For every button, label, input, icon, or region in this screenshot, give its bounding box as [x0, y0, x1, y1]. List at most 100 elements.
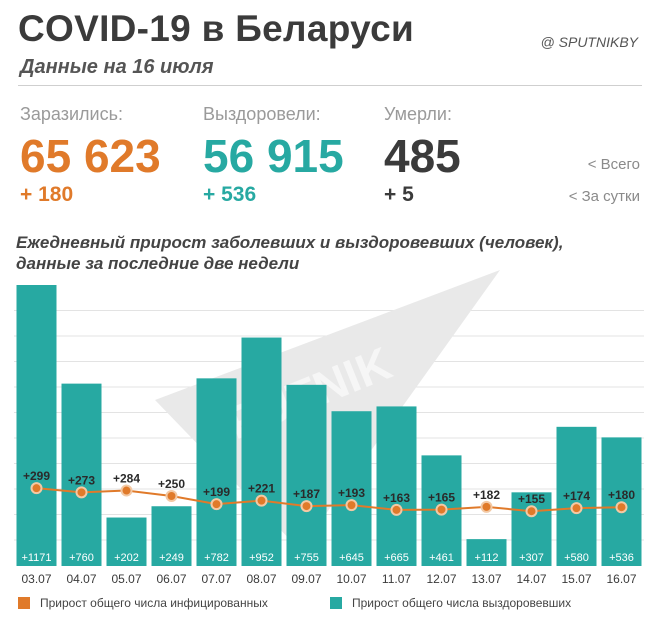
stat-infected-total: 65 623	[20, 130, 161, 182]
point-infected-05.07	[120, 484, 133, 497]
x-tick-09.07: 09.07	[291, 572, 321, 586]
x-tick-10.07: 10.07	[336, 572, 366, 586]
bar-label-03.07: +1171	[21, 552, 51, 564]
x-tick-13.07: 13.07	[471, 572, 501, 586]
point-label-08.07: +221	[248, 482, 275, 496]
chart-bars	[16, 285, 642, 566]
point-infected-07.07	[210, 498, 223, 511]
bar-label-06.07: +249	[159, 552, 184, 564]
bar-recovered-11.07	[376, 406, 417, 566]
point-label-06.07: +250	[158, 477, 185, 491]
point-infected-11.07	[390, 503, 403, 516]
chart-x-ticks: 03.07 04.07 05.07 06.07 07.07 08.07 09.07 10.07…	[21, 572, 636, 586]
x-tick-16.07: 16.07	[606, 572, 636, 586]
point-infected-16.07	[615, 501, 628, 514]
point-infected-10.07	[345, 499, 358, 512]
bar-label-16.07: +536	[609, 552, 634, 564]
point-infected-09.07	[300, 500, 313, 513]
chart-title-line-2: данные за последние две недели	[16, 254, 300, 273]
point-label-11.07: +163	[383, 491, 410, 505]
x-tick-08.07: 08.07	[246, 572, 276, 586]
chart-title-line-1: Ежедневный прирост заболевших и выздоров…	[16, 233, 564, 252]
bar-recovered-05.07	[106, 517, 147, 566]
bar-label-07.07: +782	[204, 552, 229, 564]
stat-infected-label: Заразились:	[20, 104, 123, 124]
point-label-16.07: +180	[608, 488, 635, 502]
point-label-04.07: +273	[68, 473, 95, 487]
x-tick-07.07: 07.07	[201, 572, 231, 586]
legend-recovered-swatch	[330, 597, 342, 609]
bar-label-08.07: +952	[249, 552, 274, 564]
bar-recovered-14.07	[511, 492, 552, 566]
bar-label-05.07: +202	[114, 552, 139, 564]
watermark-shape	[155, 270, 500, 550]
legend-infected-label: Прирост общего числа инфицированных	[40, 596, 268, 610]
legend-infected: Прирост общего числа инфицированных	[18, 596, 268, 610]
point-label-09.07: +187	[293, 487, 320, 501]
bar-recovered-06.07	[151, 506, 192, 566]
point-label-14.07: +155	[518, 492, 545, 506]
bar-label-14.07: +307	[519, 552, 544, 564]
point-label-13.07: +182	[473, 488, 500, 502]
bar-recovered-09.07	[286, 384, 327, 566]
bar-label-09.07: +755	[294, 552, 319, 564]
chart-labels: +1171 +760 +202 +249 +782 +952 +755 +645 +665 +46…	[21, 469, 635, 564]
bar-label-10.07: +645	[339, 552, 364, 564]
bar-label-15.07: +580	[564, 552, 589, 564]
bar-recovered-04.07	[61, 383, 102, 566]
point-infected-15.07	[570, 502, 583, 515]
legend-total: < Всего	[587, 156, 640, 173]
point-label-10.07: +193	[338, 486, 365, 500]
point-label-05.07: +284	[113, 472, 140, 486]
point-label-12.07: +165	[428, 491, 455, 505]
bar-recovered-07.07	[196, 378, 237, 566]
chart-line	[30, 482, 628, 518]
page-subtitle: Данные на 16 июля	[20, 56, 214, 78]
bar-recovered-03.07	[16, 285, 57, 566]
bar-label-13.07: +112	[475, 552, 499, 564]
x-tick-11.07: 11.07	[382, 572, 411, 586]
stat-infected: Заразились: 65 623 + 180	[20, 104, 161, 207]
x-tick-05.07: 05.07	[111, 572, 141, 586]
x-tick-14.07: 14.07	[516, 572, 546, 586]
x-tick-06.07: 06.07	[156, 572, 186, 586]
stat-infected-daily: + 180	[20, 183, 74, 206]
bar-recovered-10.07	[331, 411, 372, 566]
x-tick-12.07: 12.07	[426, 572, 456, 586]
brand-handle[interactable]: @ SPUTNIKBY	[540, 34, 638, 50]
stat-died-daily: + 5	[384, 183, 414, 206]
stat-recovered-total: 56 915	[203, 130, 344, 182]
point-label-07.07: +199	[203, 485, 230, 499]
stat-recovered-daily: + 536	[203, 183, 257, 206]
point-infected-12.07	[435, 503, 448, 516]
stat-died: Умерли: 485 + 5	[384, 104, 461, 207]
bar-label-12.07: +461	[429, 552, 454, 564]
page-title: COVID-19 в Беларуси	[18, 8, 415, 49]
bar-label-11.07: +665	[384, 552, 409, 564]
legend-daily: < За сутки	[568, 188, 640, 205]
point-label-15.07: +174	[563, 489, 590, 503]
point-infected-14.07	[525, 505, 538, 518]
x-tick-03.07: 03.07	[21, 572, 51, 586]
header-divider	[18, 85, 642, 86]
point-infected-04.07	[75, 486, 88, 499]
point-infected-03.07	[30, 482, 43, 495]
stat-died-total: 485	[384, 130, 461, 182]
legend-infected-swatch	[18, 597, 30, 609]
point-infected-06.07	[165, 490, 178, 502]
line-infected	[36, 487, 622, 513]
stat-recovered-label: Выздоровели:	[203, 104, 321, 124]
stat-died-label: Умерли:	[384, 104, 452, 124]
bar-label-04.07: +760	[69, 552, 94, 564]
legend-recovered-label: Прирост общего числа выздоровевших	[352, 596, 572, 610]
x-tick-04.07: 04.07	[66, 572, 96, 586]
chart-title: Ежедневный прирост заболевших и выздоров…	[16, 232, 596, 274]
legend-recovered: Прирост общего числа выздоровевших	[330, 596, 571, 610]
x-tick-15.07: 15.07	[561, 572, 591, 586]
point-infected-13.07	[480, 500, 493, 513]
bar-recovered-08.07	[241, 337, 282, 566]
stat-recovered: Выздоровели: 56 915 + 536	[203, 104, 344, 207]
bar-recovered-15.07	[556, 426, 597, 566]
bar-recovered-13.07	[466, 539, 507, 566]
